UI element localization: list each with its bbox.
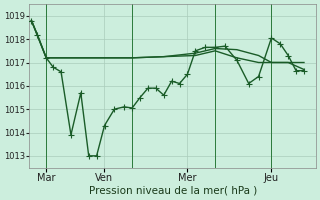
- X-axis label: Pression niveau de la mer( hPa ): Pression niveau de la mer( hPa ): [89, 186, 257, 196]
